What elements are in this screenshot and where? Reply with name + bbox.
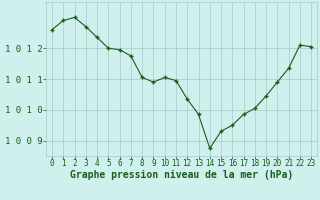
X-axis label: Graphe pression niveau de la mer (hPa): Graphe pression niveau de la mer (hPa) bbox=[70, 170, 293, 180]
